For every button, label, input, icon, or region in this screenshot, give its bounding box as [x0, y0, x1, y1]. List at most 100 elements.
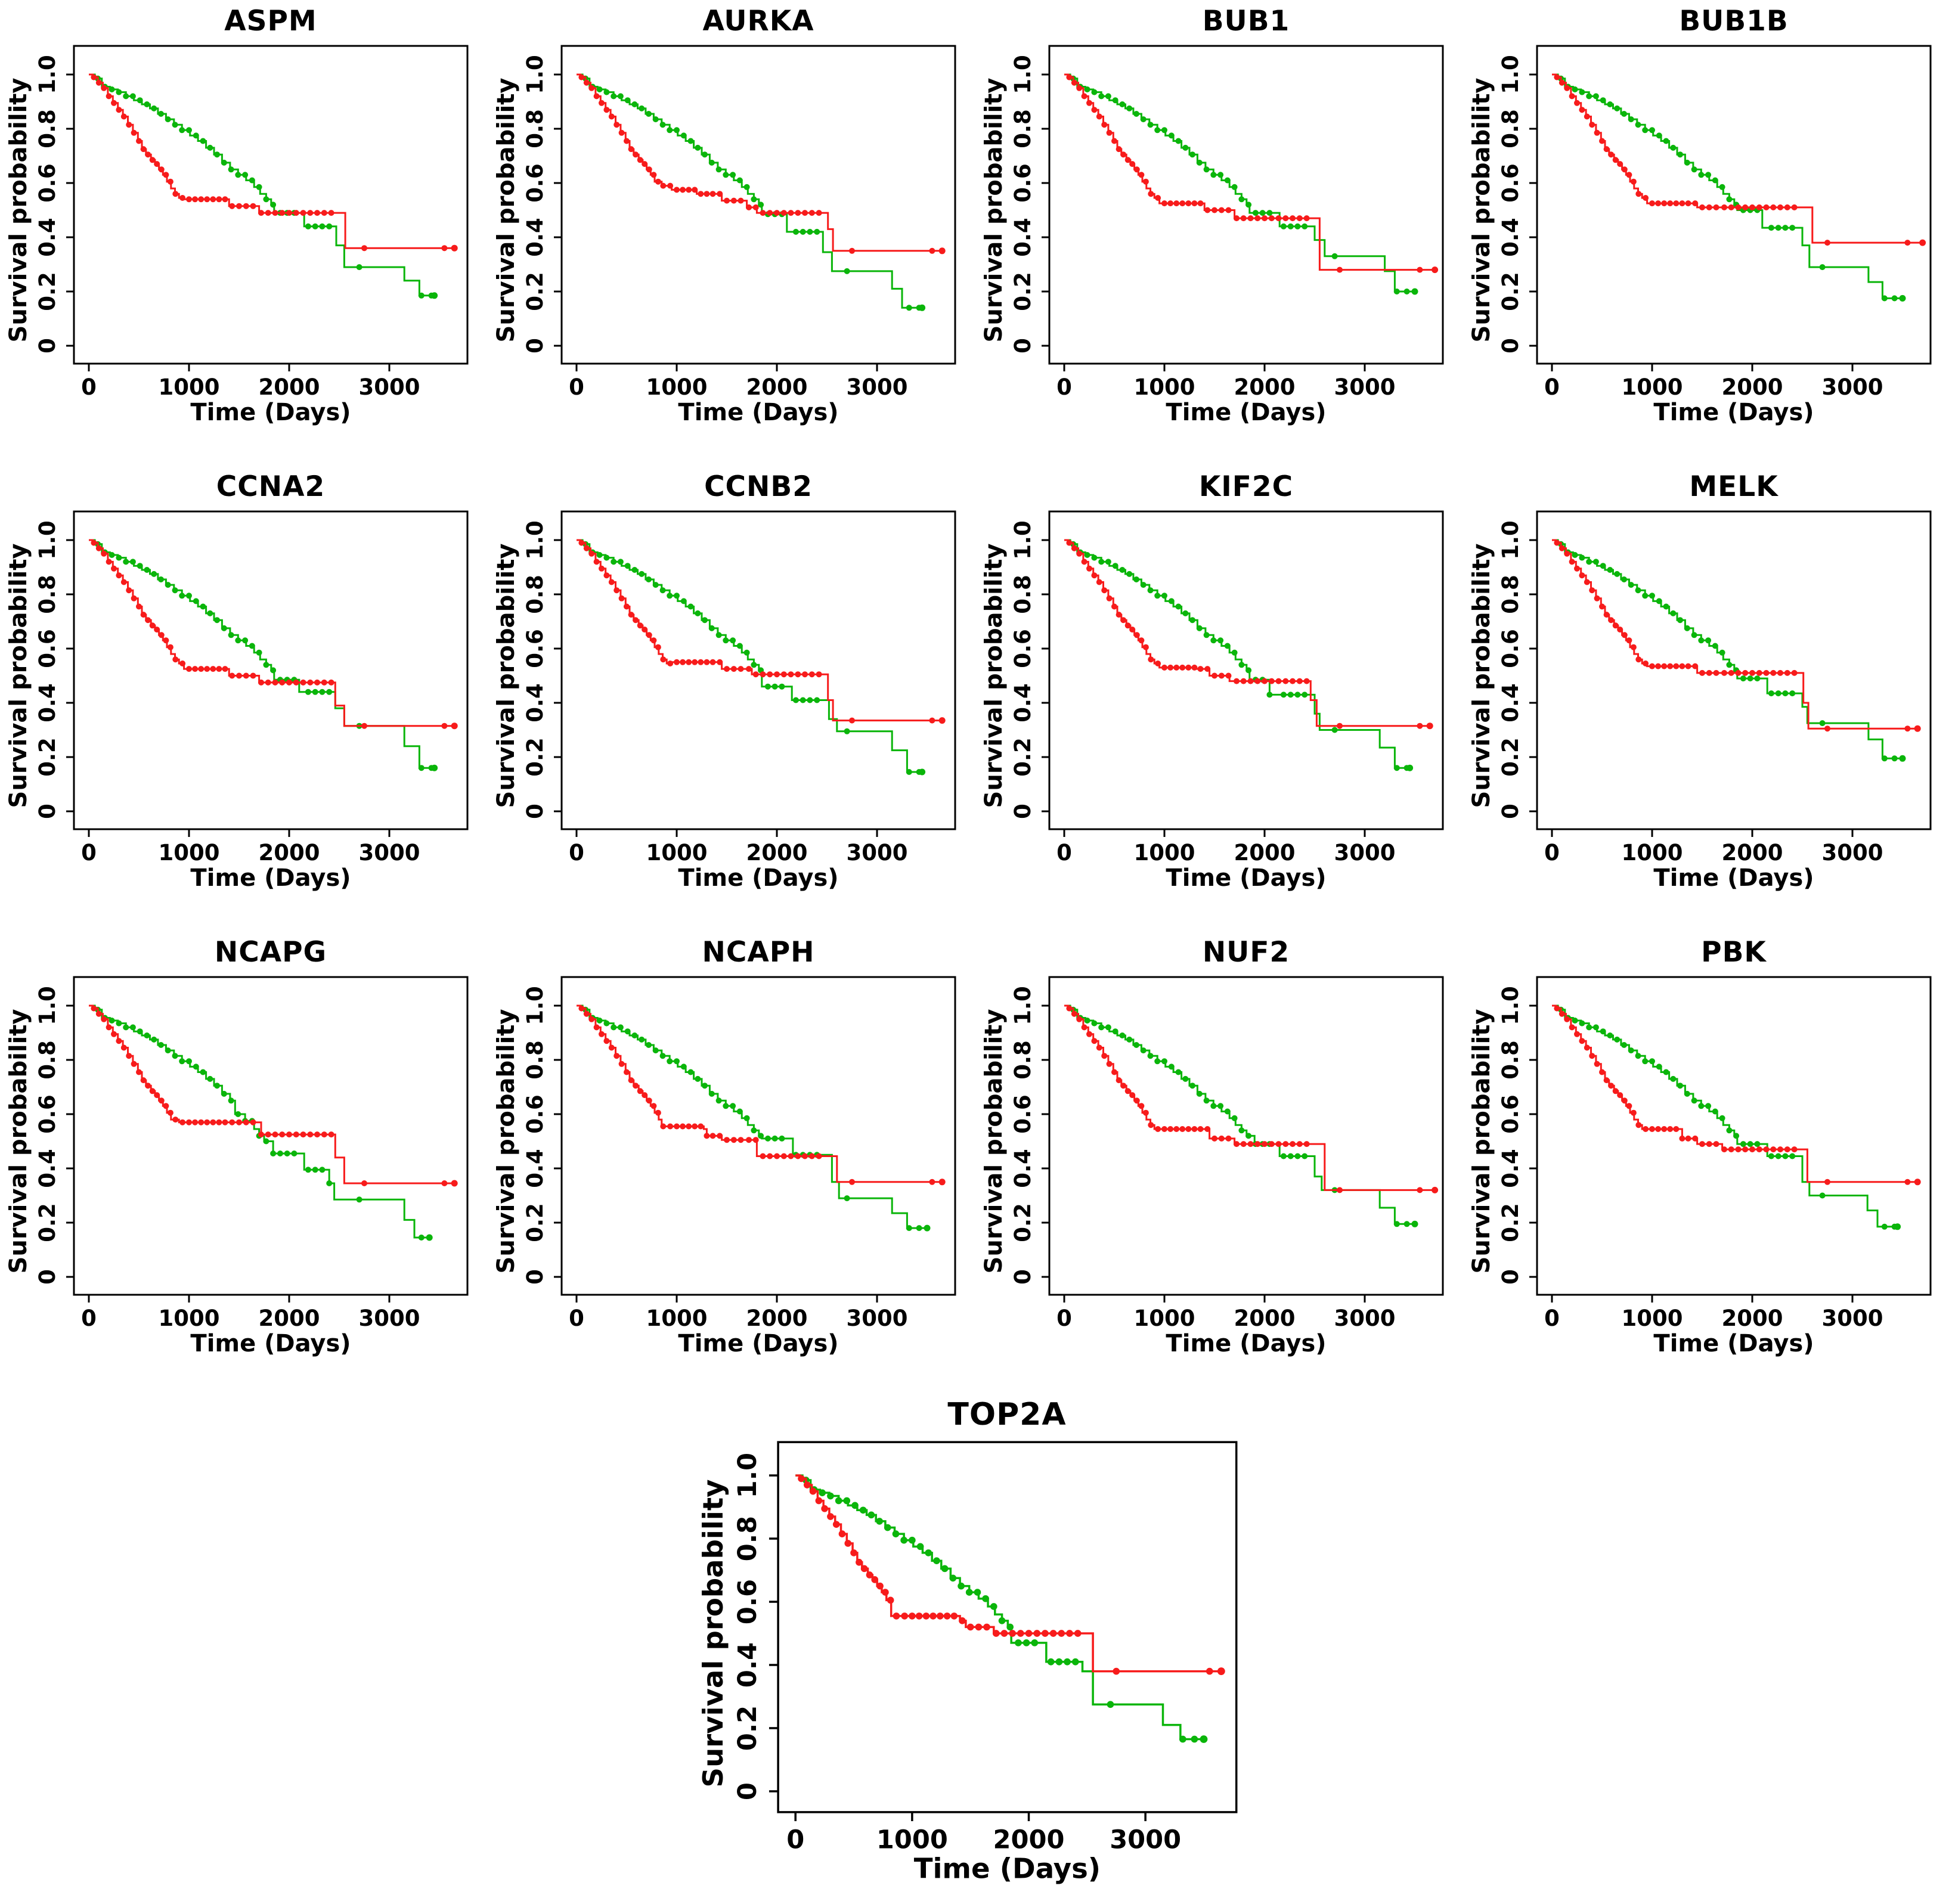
y-tick-label: 0.2 — [1010, 272, 1036, 311]
censor-mark — [272, 1131, 278, 1138]
censor-mark — [1179, 200, 1186, 207]
y-tick-label: 0.6 — [522, 629, 548, 668]
censor-mark — [1133, 111, 1139, 117]
censor-mark — [1081, 559, 1087, 565]
censor-mark — [1142, 1109, 1149, 1116]
censor-mark — [265, 1131, 271, 1138]
x-tick-label: 0 — [1056, 374, 1072, 400]
censor-mark — [216, 666, 222, 672]
censor-mark — [746, 1137, 752, 1143]
censor-mark — [186, 127, 192, 134]
censor-mark — [1096, 113, 1102, 120]
censor-mark — [207, 610, 213, 616]
censor-mark — [1280, 223, 1287, 230]
censor-mark — [1197, 200, 1204, 207]
censor-mark — [802, 1153, 808, 1159]
censor-mark — [717, 1133, 723, 1139]
censor-mark — [1569, 93, 1575, 100]
x-tick-label: 0 — [786, 1825, 804, 1855]
censor-mark — [1747, 675, 1753, 682]
censor-mark — [639, 1036, 645, 1043]
censor-mark — [724, 197, 730, 204]
censor-mark — [207, 144, 213, 151]
censor-mark — [1106, 129, 1113, 136]
km-curve — [1552, 539, 1903, 759]
plot-title: KIF2C — [1198, 470, 1294, 503]
censor-mark — [1124, 622, 1131, 629]
censor-mark — [1579, 89, 1585, 95]
censor-mark — [1126, 1036, 1133, 1043]
censor-mark — [802, 210, 808, 216]
censor-mark — [126, 122, 132, 128]
censor-mark — [1120, 617, 1127, 624]
censor-mark — [702, 151, 708, 158]
censor-mark — [1621, 111, 1627, 117]
censor-mark — [1698, 637, 1705, 644]
censor-mark — [788, 1153, 794, 1159]
censor-mark — [1129, 161, 1136, 168]
censor-mark — [1096, 579, 1102, 585]
km-plot-nuf2: NUF2 0 1000 2000 3000 0 0.2 0.4 0.6 0.8 1.0 Time (… — [975, 936, 1463, 1363]
km-chart: 0 1000 2000 3000 0 0.2 0.4 0.6 0.8 1.0 Time (Days)… — [1471, 45, 1932, 426]
y-tick-label: 0 — [35, 804, 60, 819]
censor-mark — [674, 659, 680, 665]
y-tick-label: 0.4 — [35, 1149, 60, 1188]
curve-end-mark — [1411, 288, 1418, 295]
censor-mark — [1673, 200, 1680, 207]
y-tick-label: 0.4 — [733, 1642, 763, 1688]
plot-title: BUB1B — [1679, 5, 1789, 38]
censor-mark — [149, 157, 156, 163]
x-tick-label: 1000 — [646, 374, 708, 400]
censor-mark — [637, 157, 643, 163]
censor-mark — [1564, 550, 1570, 557]
censor-mark — [760, 1153, 766, 1159]
censor-mark — [1763, 204, 1770, 210]
censor-mark — [596, 86, 603, 92]
censor-mark — [1091, 89, 1098, 95]
km-curve — [1552, 1004, 1918, 1183]
censor-mark — [827, 1492, 834, 1500]
censor-mark — [774, 210, 780, 216]
censor-mark — [1763, 1146, 1770, 1153]
censor-mark — [730, 1103, 736, 1109]
censor-mark — [1294, 1153, 1301, 1159]
censor-mark — [1684, 1090, 1690, 1097]
censor-mark — [1116, 146, 1122, 153]
censor-mark — [1881, 295, 1888, 302]
censor-mark — [1259, 210, 1266, 216]
censor-mark — [1770, 1146, 1777, 1153]
censor-mark — [1607, 1032, 1613, 1038]
censor-mark — [1167, 664, 1174, 671]
censor-mark — [624, 603, 630, 610]
censor-mark — [1096, 1044, 1102, 1051]
censor-mark — [1579, 554, 1585, 561]
censor-mark — [1740, 1141, 1746, 1148]
censor-mark — [1189, 617, 1195, 624]
censor-mark — [418, 1235, 425, 1241]
censor-mark — [116, 107, 122, 113]
km-plot-bub1: BUB1 0 1000 2000 3000 0 0.2 0.4 0.6 0.8 1.0 Time (… — [975, 5, 1463, 432]
x-tick-label: 3000 — [847, 840, 908, 866]
x-tick-label: 0 — [1544, 1305, 1560, 1331]
censor-mark — [1621, 632, 1628, 638]
censor-mark — [915, 1612, 923, 1620]
censor-mark — [326, 689, 333, 695]
censor-mark — [1240, 215, 1247, 222]
censor-mark — [116, 554, 122, 561]
censor-mark — [1098, 93, 1105, 100]
censor-mark — [686, 1123, 692, 1130]
censor-mark — [1784, 669, 1790, 676]
y-tick-label: 0 — [1010, 338, 1036, 353]
censor-mark — [1294, 223, 1301, 230]
curve-end-mark — [1406, 764, 1414, 771]
censor-mark — [1621, 1097, 1628, 1104]
censor-mark — [1584, 579, 1590, 585]
censor-mark — [603, 1020, 610, 1027]
censor-mark — [229, 1119, 236, 1125]
censor-mark — [850, 1549, 857, 1556]
censor-mark — [646, 1097, 652, 1104]
censor-mark — [312, 1167, 318, 1173]
censor-mark — [1204, 1126, 1211, 1132]
y-tick-label: 0.4 — [35, 683, 60, 722]
censor-mark — [305, 223, 311, 230]
